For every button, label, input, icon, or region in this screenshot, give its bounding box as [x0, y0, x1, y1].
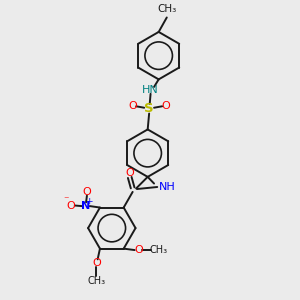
Text: O: O: [161, 101, 170, 111]
Text: CH₃: CH₃: [149, 245, 167, 255]
Text: +: +: [85, 197, 93, 206]
Text: O: O: [92, 258, 101, 268]
Text: ⁻: ⁻: [63, 195, 69, 205]
Text: CH₃: CH₃: [87, 276, 106, 286]
Text: NH: NH: [159, 182, 176, 192]
Text: O: O: [128, 101, 137, 111]
Text: O: O: [67, 200, 75, 211]
Text: O: O: [134, 245, 143, 255]
Text: CH₃: CH₃: [158, 4, 177, 14]
Text: S: S: [144, 102, 154, 115]
Text: O: O: [125, 168, 134, 178]
Text: O: O: [82, 187, 91, 197]
Text: N: N: [81, 201, 90, 211]
Text: HN: HN: [142, 85, 159, 95]
